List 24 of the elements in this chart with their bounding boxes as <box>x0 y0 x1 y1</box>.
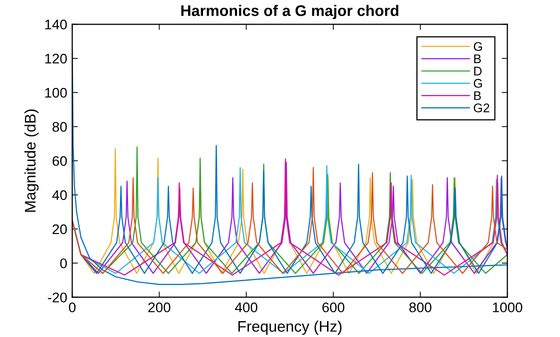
y-tick-label: 100 <box>45 88 67 98</box>
y-tick-label: -20 <box>48 292 67 302</box>
legend-label: G <box>474 78 482 88</box>
y-tick-label: 20 <box>52 224 67 234</box>
x-tick-label: 400 <box>235 302 258 312</box>
legend-label: B <box>474 91 481 100</box>
legend-label: G <box>474 42 482 51</box>
x-tick-label: 200 <box>148 302 170 312</box>
y-tick-label: 80 <box>52 122 67 132</box>
legend-label: G2 <box>474 103 490 112</box>
legend-label: D <box>474 66 482 76</box>
x-tick-label: 0 <box>68 302 76 312</box>
x-tick-label: 600 <box>322 302 344 312</box>
x-tick-label: 800 <box>409 302 432 312</box>
y-tick-label: 40 <box>52 190 67 200</box>
y-tick-label: 120 <box>45 54 67 64</box>
x-tick-label: 1000 <box>492 302 522 312</box>
y-tick-label: 60 <box>52 156 67 166</box>
legend-label: B <box>474 54 481 64</box>
y-tick-label: 0 <box>60 258 67 268</box>
y-axis-title: Magnitude (dB) <box>24 109 39 212</box>
y-tick-label: 140 <box>45 20 67 30</box>
x-axis-title: Frequency (Hz) <box>238 320 342 335</box>
chart-title: Harmonics of a G major chord <box>181 4 398 20</box>
